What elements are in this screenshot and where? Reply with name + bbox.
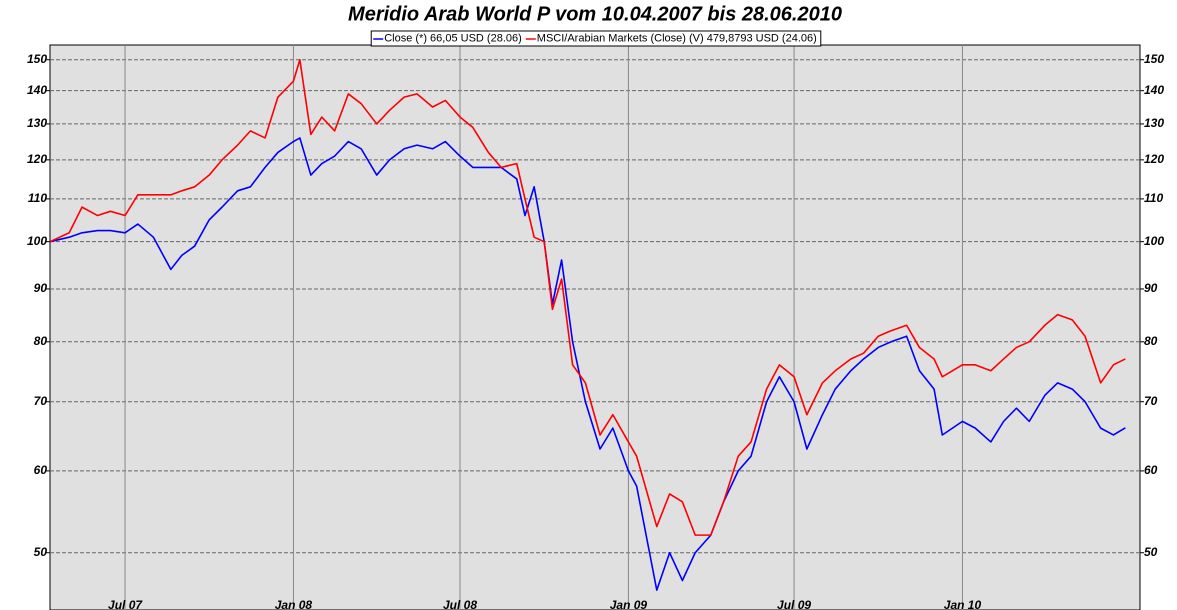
plot-area xyxy=(49,44,1141,610)
y-tick-label: 100 xyxy=(27,234,47,248)
series-line xyxy=(49,58,1126,536)
x-tick-label: Jul 08 xyxy=(443,598,477,610)
y2-tick-label: 120 xyxy=(1144,152,1164,166)
y-tick-label: 90 xyxy=(34,281,48,295)
x-tick-label: Jan 08 xyxy=(275,598,313,610)
y2-tick-label: 50 xyxy=(1144,545,1158,559)
legend-box xyxy=(370,30,822,47)
y-tick-label: 60 xyxy=(34,463,48,477)
legend-label: Close (*) 66,05 USD (28.06) xyxy=(384,32,522,44)
y-tick-label: 130 xyxy=(27,116,47,130)
y2-tick-label: 80 xyxy=(1144,334,1158,348)
x-tick-label: Jul 07 xyxy=(108,598,143,610)
legend-label: MSCI/Arabian Markets (Close) (V) 479,879… xyxy=(537,32,817,44)
y-tick-label: 50 xyxy=(34,545,48,559)
y2-tick-label: 70 xyxy=(1144,394,1158,408)
series-line xyxy=(49,137,1126,591)
y2-tick-label: 150 xyxy=(1144,52,1164,66)
chart-title: Meridio Arab World P vom 10.04.2007 bis … xyxy=(348,3,842,25)
y2-tick-label: 130 xyxy=(1144,116,1164,130)
y2-tick-label: 140 xyxy=(1144,83,1164,97)
y2-tick-label: 100 xyxy=(1144,234,1164,248)
y-tick-label: 80 xyxy=(34,334,48,348)
x-tick-label: Jan 10 xyxy=(944,598,982,610)
legend: Close (*) 66,05 USD (28.06) MSCI/Arabian … xyxy=(370,30,822,47)
y-tick-label: 150 xyxy=(27,52,47,66)
x-tick-label: Jul 09 xyxy=(777,598,811,610)
y2-tick-label: 60 xyxy=(1144,463,1158,477)
y2-tick-label: 90 xyxy=(1144,281,1158,295)
y-tick-label: 120 xyxy=(27,152,47,166)
y-tick-label: 70 xyxy=(34,394,48,408)
x-tick-label: Jan 09 xyxy=(610,598,648,610)
y-tick-label: 110 xyxy=(28,191,47,205)
y2-tick-label: 110 xyxy=(1144,191,1163,205)
y-tick-label: 140 xyxy=(27,83,47,97)
